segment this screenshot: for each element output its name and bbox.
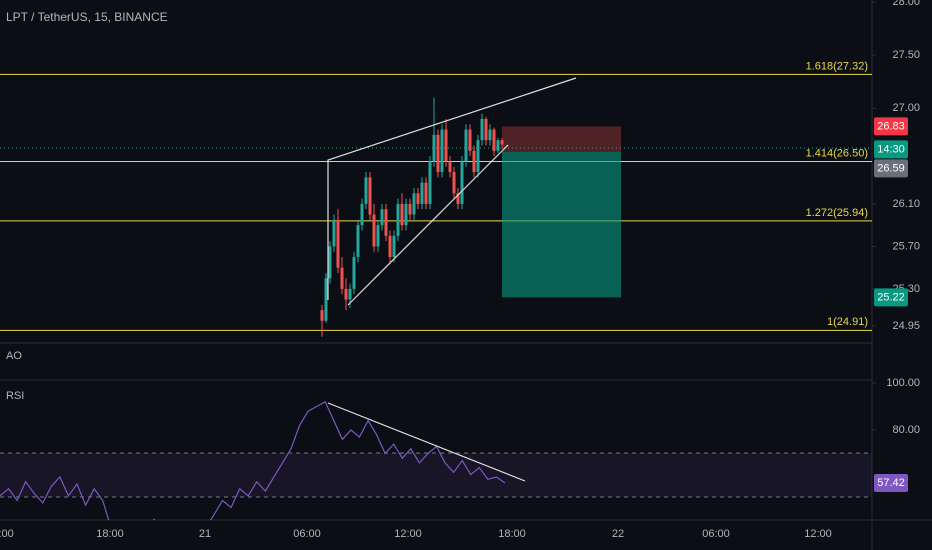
rsi-tick-label: 100.00 (886, 377, 920, 389)
candle-body (456, 193, 460, 204)
fib-label: 1.272(25.94) (806, 207, 868, 219)
candle-body (380, 209, 384, 226)
time-label: 18:00 (498, 528, 526, 540)
wedge-lower (347, 144, 509, 306)
candle-body (500, 140, 504, 145)
candle-body (424, 182, 428, 204)
wedge-upper (327, 77, 577, 300)
fib-label: 1.414(26.50) (806, 147, 868, 159)
candle-body (336, 219, 340, 268)
candle-body (360, 203, 364, 226)
candle-body (388, 235, 392, 258)
stop-badge: 26.83 (877, 120, 905, 132)
candle-body (448, 161, 452, 173)
candle-body (436, 134, 440, 173)
fib-label: 1(24.91) (827, 316, 868, 328)
time-label: 06:00 (293, 528, 321, 540)
candle-body (352, 257, 356, 289)
target-zone (502, 151, 621, 298)
price-tick-label: 28.00 (892, 0, 920, 8)
candle-body (468, 129, 472, 151)
candle-body (444, 129, 448, 162)
candle-body (440, 129, 444, 173)
candle-body (368, 177, 372, 215)
time-label: 12:00 (804, 528, 832, 540)
fib-label: 1.618(27.32) (806, 60, 868, 72)
price-tick-label: 27.00 (892, 102, 920, 114)
candle-body (400, 203, 404, 226)
time-label: 12:00 (394, 528, 422, 540)
candle-body (404, 203, 408, 226)
candle-body (484, 118, 488, 141)
candle-body (376, 225, 380, 247)
candle-body (408, 203, 412, 215)
candle-body (364, 177, 368, 204)
candle-body (396, 203, 400, 236)
candle-body (416, 193, 420, 204)
candle-body (348, 288, 352, 300)
time-label: 12:00 (0, 528, 14, 540)
rsi-badge: 57.42 (877, 477, 905, 489)
countdown-badge-bg (874, 140, 908, 159)
candle-body (472, 150, 476, 173)
rsi-tick-label: 80.00 (892, 424, 920, 436)
rsi-title: RSI (6, 390, 24, 402)
target-badge: 25.22 (877, 291, 905, 303)
candle-body (452, 172, 456, 194)
countdown-badge: 14:30 (877, 143, 905, 155)
axes: 28.0027.5027.0026.1025.7025.3024.9526.83… (0, 0, 920, 540)
candle-body (432, 134, 436, 162)
entry-badge: 26.59 (877, 162, 905, 174)
main-pane: 1.618(27.32) 1.414(26.50) 1.272(25.94) 1(24… (0, 60, 872, 337)
entry-badge-bg (874, 159, 908, 178)
time-label: 06:00 (702, 528, 730, 540)
rsi-badge-bg (874, 474, 908, 493)
time-label: 22 (612, 528, 624, 540)
candle-body (372, 214, 376, 247)
candle-body (496, 140, 500, 151)
candle-body (488, 129, 492, 141)
candle-body (328, 246, 332, 279)
target-badge-bg (874, 288, 908, 307)
candle-body (464, 129, 468, 162)
candle-body (420, 182, 424, 204)
price-tick-label: 27.50 (892, 49, 920, 61)
stop-badge-bg (874, 117, 908, 136)
candle-body (492, 129, 496, 151)
price-tick-label: 25.70 (892, 240, 920, 252)
candle-body (344, 288, 348, 300)
price-tick-label: 24.95 (892, 320, 920, 332)
candle-body (320, 310, 324, 321)
rsi-line (0, 400, 506, 520)
candle-body (356, 225, 360, 258)
ao-title: AO (6, 350, 22, 362)
candle-body (460, 161, 464, 204)
time-label: 18:00 (96, 528, 124, 540)
candle-body (476, 140, 480, 173)
candle-body (480, 118, 484, 141)
candle-body (412, 193, 416, 215)
candle-body (324, 278, 328, 321)
candle-body (332, 219, 336, 247)
rsi-trendline (327, 402, 526, 482)
symbol-title: LPT / TetherUS, 15, BINANCE (6, 10, 168, 24)
stop-zone (502, 126, 621, 152)
price-tick-label: 26.10 (892, 198, 920, 210)
candle-body (392, 235, 396, 258)
rsi-pane (0, 400, 526, 520)
candle-body (428, 161, 432, 204)
time-label: 21 (199, 528, 211, 540)
candle-body (384, 209, 388, 236)
rsi-band (0, 453, 872, 497)
candle-body (340, 267, 344, 289)
